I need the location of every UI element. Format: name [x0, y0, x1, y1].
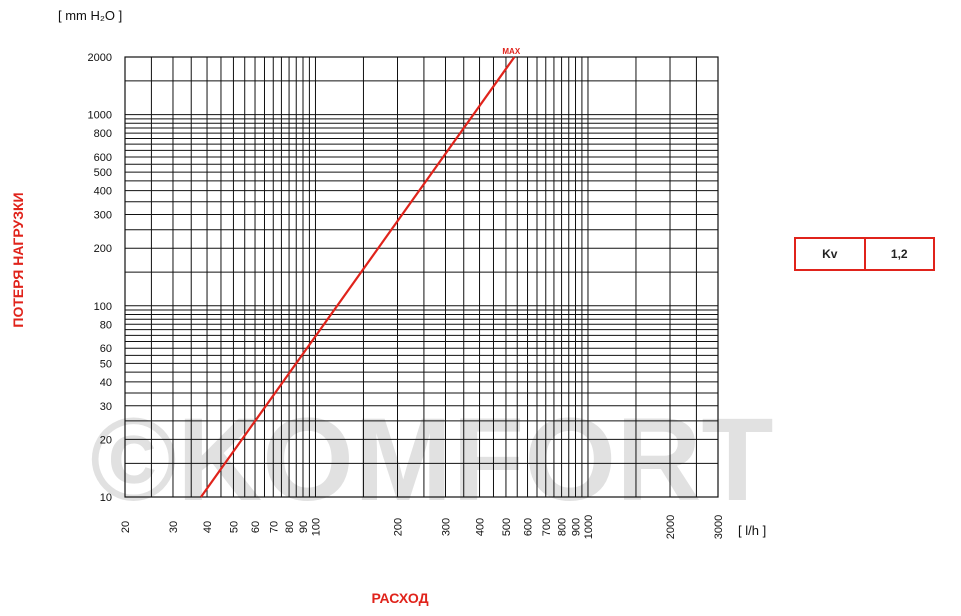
watermark: ©KOMFORT — [90, 394, 773, 526]
y-tick-label: 100 — [94, 301, 112, 313]
watermark-text: ©KOMFORT — [90, 394, 773, 526]
x-tick-label: 30 — [168, 521, 180, 533]
series-line-0 — [200, 56, 516, 498]
y-tick-label: 200 — [94, 243, 112, 255]
y-tick-label: 40 — [100, 377, 112, 389]
y-tick-label: 2000 — [88, 52, 112, 64]
y-tick-label: 300 — [94, 210, 112, 222]
kv-label: Kv — [796, 239, 866, 269]
x-tick-label: 70 — [268, 521, 280, 533]
x-tick-label: 100 — [310, 518, 322, 536]
y-tick-label: 1000 — [88, 110, 112, 122]
x-tick-label: 20 — [120, 521, 132, 533]
y-tick-label: 800 — [94, 128, 112, 140]
x-tick-label: 50 — [228, 521, 240, 533]
x-unit-label: [ l/h ] — [738, 523, 767, 538]
x-tick-label: 700 — [541, 518, 553, 536]
x-tick-label: 600 — [523, 518, 535, 536]
kv-table: Kv 1,2 — [794, 237, 935, 271]
x-tick-label: 80 — [284, 521, 296, 533]
y-tick-label: 10 — [100, 492, 112, 504]
y-axis-title: ПОТЕРЯ НАГРУЗКИ — [10, 192, 26, 328]
x-tick-label: 400 — [475, 518, 487, 536]
x-axis-title: РАСХОД — [371, 590, 429, 606]
y-tick-label: 400 — [94, 186, 112, 198]
x-tick-label: 40 — [202, 521, 214, 533]
x-tick-label: 3000 — [713, 515, 725, 539]
y-tick-label: 80 — [100, 319, 112, 331]
x-tick-label: 2000 — [665, 515, 677, 539]
series: MAX — [200, 47, 521, 498]
grid — [124, 56, 719, 498]
x-tick-label: 300 — [440, 518, 452, 536]
y-tick-label: 600 — [94, 152, 112, 164]
x-tick-label: 900 — [571, 518, 583, 536]
y-unit-label: [ mm H₂O ] — [58, 8, 123, 23]
x-tick-label: 1000 — [583, 515, 595, 539]
x-tick-label: 200 — [393, 518, 405, 536]
y-tick-label: 50 — [100, 358, 112, 370]
x-tick-label: 500 — [501, 518, 513, 536]
x-tick-label: 90 — [298, 521, 310, 533]
y-tick-label: 500 — [94, 167, 112, 179]
x-tick-label: 60 — [250, 521, 262, 533]
annotation-max: MAX — [502, 47, 520, 56]
y-tick-label: 30 — [100, 401, 112, 413]
y-tick-label: 60 — [100, 343, 112, 355]
y-tick-label: 20 — [100, 434, 112, 446]
x-tick-label: 800 — [557, 518, 569, 536]
plot-frame — [124, 56, 719, 498]
tick-labels: 10 20 30 40 50 60 80 100 200 300 400 500 600 800 1000 2… — [88, 52, 725, 539]
kv-value: 1,2 — [890, 247, 908, 261]
